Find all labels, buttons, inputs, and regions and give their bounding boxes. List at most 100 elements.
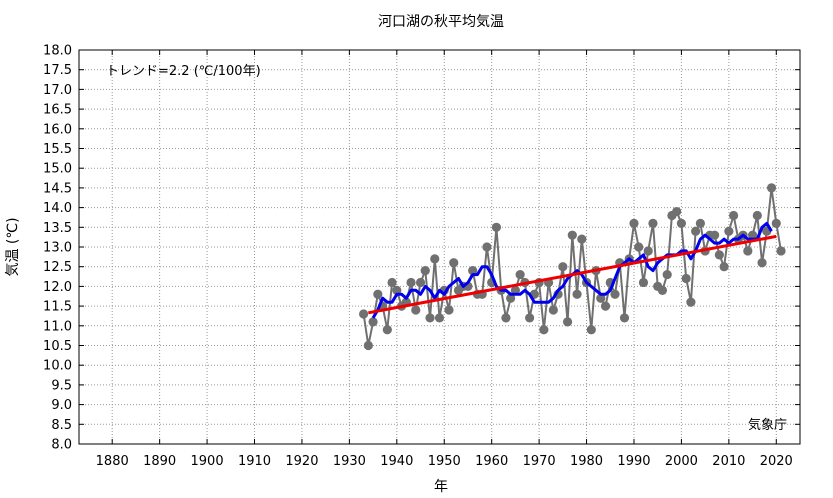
annual-point bbox=[747, 230, 758, 240]
x-tick-label: 1970 bbox=[523, 454, 556, 469]
annual-point bbox=[491, 222, 502, 232]
annual-point bbox=[634, 242, 644, 252]
annual-point bbox=[359, 309, 369, 319]
x-tick-label: 1990 bbox=[617, 454, 650, 469]
annual-point bbox=[558, 262, 568, 272]
y-tick-label: 14.5 bbox=[43, 181, 72, 196]
annual-point bbox=[382, 325, 392, 335]
annual-point bbox=[586, 325, 596, 335]
y-tick-label: 9.5 bbox=[51, 378, 72, 393]
y-tick-label: 12.0 bbox=[43, 280, 72, 295]
annual-point bbox=[686, 297, 696, 307]
y-tick-label: 18.0 bbox=[43, 44, 72, 59]
annual-point bbox=[757, 258, 767, 268]
annual-point bbox=[539, 325, 549, 335]
annual-point bbox=[363, 340, 373, 351]
y-axis-label: 気温 (℃) bbox=[5, 217, 21, 276]
x-tick-label: 2010 bbox=[712, 454, 745, 469]
annual-point bbox=[368, 317, 378, 327]
y-tick-label: 10.5 bbox=[43, 339, 72, 354]
y-tick-label: 12.5 bbox=[43, 260, 72, 275]
annual-point bbox=[468, 266, 478, 276]
x-tick-label: 1920 bbox=[285, 454, 318, 469]
series-layer bbox=[359, 183, 786, 351]
annual-point bbox=[425, 313, 435, 323]
annual-point bbox=[610, 289, 620, 299]
annual-point bbox=[562, 317, 573, 327]
annual-point bbox=[387, 277, 397, 288]
annual-point bbox=[434, 313, 445, 323]
annual-point bbox=[525, 313, 535, 323]
annual-point bbox=[648, 218, 658, 228]
annual-point bbox=[681, 273, 691, 284]
annual-point bbox=[449, 258, 459, 268]
annual-point bbox=[776, 246, 786, 256]
x-tick-label: 1940 bbox=[380, 454, 413, 469]
annual-point bbox=[643, 246, 653, 256]
annual-point bbox=[676, 218, 687, 228]
annual-point bbox=[771, 218, 781, 228]
annual-point bbox=[373, 289, 383, 299]
annual-point bbox=[420, 266, 430, 276]
annual-point bbox=[619, 313, 630, 323]
annual-point bbox=[638, 277, 649, 288]
x-tick-label: 2020 bbox=[760, 454, 793, 469]
annual-point bbox=[572, 289, 582, 299]
annual-point bbox=[406, 277, 416, 288]
annual-point bbox=[728, 210, 739, 221]
annual-point bbox=[714, 250, 724, 260]
annual-point bbox=[411, 305, 421, 315]
annual-point bbox=[506, 293, 516, 303]
annual-point bbox=[548, 305, 558, 315]
y-tick-label: 9.0 bbox=[51, 398, 72, 413]
y-tick-label: 16.0 bbox=[43, 122, 72, 137]
annual-point bbox=[752, 210, 762, 221]
y-tick-label: 11.5 bbox=[43, 300, 72, 315]
annual-point bbox=[662, 269, 672, 280]
y-tick-label: 13.0 bbox=[43, 241, 72, 256]
y-tick-label: 17.0 bbox=[43, 83, 72, 98]
x-tick-label: 2000 bbox=[665, 454, 698, 469]
x-tick-label: 1960 bbox=[475, 454, 508, 469]
chart-title: 河口湖の秋平均気温 bbox=[378, 14, 504, 30]
annual-point bbox=[596, 293, 606, 303]
annual-point bbox=[766, 183, 777, 193]
x-tick-label: 1910 bbox=[238, 454, 271, 469]
y-tick-label: 10.0 bbox=[43, 359, 72, 374]
annual-point bbox=[600, 301, 611, 311]
y-tick-label: 8.5 bbox=[51, 418, 72, 433]
annual-point bbox=[657, 285, 668, 295]
annual-point bbox=[430, 254, 440, 264]
y-tick-label: 11.0 bbox=[43, 319, 72, 334]
annual-point bbox=[710, 230, 720, 240]
y-axis-ticks: 8.0 8.5 9.0 9.5 10.0 10.5 11.0 11.5 12.0 12.5 13.0… bbox=[43, 44, 800, 453]
annual-point bbox=[629, 218, 639, 228]
y-tick-label: 8.0 bbox=[51, 438, 72, 453]
grid bbox=[79, 50, 800, 444]
annual-point bbox=[724, 226, 734, 236]
annual-point bbox=[510, 285, 520, 295]
y-tick-label: 15.5 bbox=[43, 142, 72, 157]
y-tick-label: 17.5 bbox=[43, 63, 72, 78]
annual-point bbox=[392, 285, 402, 295]
y-tick-label: 15.0 bbox=[43, 162, 72, 177]
annual-point bbox=[515, 269, 525, 280]
x-tick-label: 1890 bbox=[143, 454, 176, 469]
annual-point bbox=[567, 230, 577, 240]
annual-point bbox=[743, 246, 753, 256]
x-tick-label: 1880 bbox=[96, 454, 129, 469]
plot-frame bbox=[78, 49, 801, 445]
annual-point bbox=[672, 206, 682, 217]
annual-point bbox=[482, 242, 492, 252]
x-axis-ticks: 1880 1890 1900 1910 1920 1930 1940 1950 1960 1970… bbox=[96, 50, 793, 469]
x-axis-label: 年 bbox=[434, 479, 448, 495]
y-tick-label: 13.5 bbox=[43, 221, 72, 236]
annual-point bbox=[415, 277, 426, 288]
x-tick-label: 1900 bbox=[191, 454, 224, 469]
trend-label: トレンド=2.2 (℃/100年) bbox=[106, 64, 261, 79]
source-label: 気象庁 bbox=[748, 417, 787, 433]
y-tick-label: 14.0 bbox=[43, 201, 72, 216]
annual-point bbox=[695, 218, 705, 228]
annual-point bbox=[577, 234, 587, 244]
